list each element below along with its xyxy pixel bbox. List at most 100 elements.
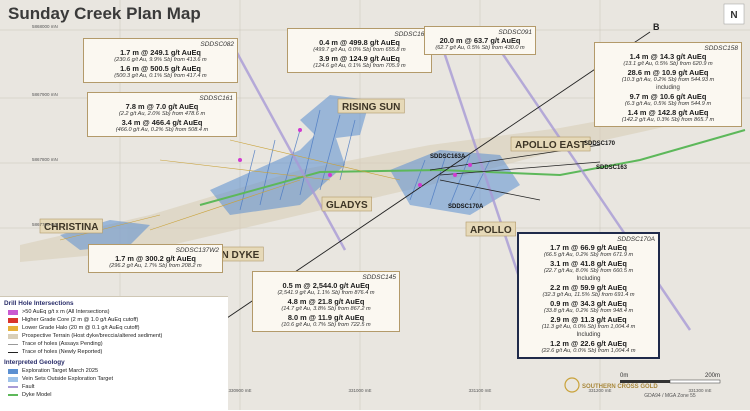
callout-line: (500.3 g/t Au, 0.1% Sb) from 417.4 m [114,73,207,79]
logo: SOUTHERN CROSS GOLD [564,377,658,393]
legend-item: Higher Grade Core (2 m @ 1.0 g/t AuEq cu… [8,316,228,324]
callout-line: 2.2 m @ 59.9 g/t AuEq [550,283,627,292]
legend-swatch [8,325,18,331]
legend-item: Prospective Terrain (Host dyke/breccia/a… [8,332,228,340]
callout-line: 0.9 m @ 34.3 g/t AuEq [550,299,627,308]
callout-line: 20.0 m @ 63.7 g/t AuEq [439,36,521,45]
northing: 5867900 mN [32,92,58,97]
legend-swatch [8,343,18,345]
callout-line: 1.4 m @ 14.3 g/t AuEq [629,52,707,61]
callout-line: 3.9 m @ 124.9 g/t AuEq [319,54,400,63]
legend-swatch [8,309,18,315]
prospect-label: GLADYS [326,200,368,211]
callout-line: (499.7 g/t Au, 0.0% Sb) from 655.8 m [313,47,406,53]
callout-line: (66.5 g/t Au, 0.2% Sb) from 671.9 m [543,252,634,258]
callout-line: (22.6 g/t Au, 0.0% Sb) from 1,004.4 m [541,348,636,354]
legend-text: Vein Sets Outside Exploration Target [22,376,114,382]
easting: 331100 mE [469,388,492,393]
callout-hole: SDDSC137W2 [175,247,219,254]
legend-swatch [8,368,18,374]
callout-line: (13.1 g/t Au, 0.5% Sb) from 620.9 m [623,61,713,67]
legend-item: Lower Grade Halo (20 m @ 0.1 g/t AuEq cu… [8,324,228,332]
vein-lines [239,109,491,211]
prospect-label: APOLLO [470,225,512,236]
callout-line: (142.2 g/t Au, 0.3% Sb) from 865.7 m [621,117,715,123]
callout-line: 1.7 m @ 249.1 g/t AuEq [120,48,201,57]
callout-hole: SDDSC145 [362,274,396,281]
callout-line: 8.0 m @ 11.9 g/t AuEq [287,313,365,322]
prospect-label: CHRISTINA [44,222,98,233]
callout: SDDSC137W2 1.7 m @ 300.2 g/t AuEq (296.2 g… [88,244,223,273]
scale-end: 200m [705,373,720,379]
callout-line: (2.2 g/t Au, 2.0% Sb) from 478.6 m [118,111,206,117]
prospect: GLADYS [321,196,372,212]
prospect-box [39,218,103,234]
north-arrow: N [723,3,745,25]
prospect: RISING SUN [337,98,405,114]
legend-swatch [8,317,18,323]
callout-line: (62.7 g/t Au, 0.5% Sb) from 430.0 m [435,45,525,51]
callout-hole: SDDSC158 [704,45,738,52]
callout-line: 1.4 m @ 142.8 g/t AuEq [627,108,709,117]
prospect-label: APOLLO EAST [515,140,586,151]
callout-line: 0.4 m @ 499.8 g/t AuEq [319,38,400,47]
prospect-label: RISING SUN [342,102,400,113]
logo-text: SOUTHERN CROSS GOLD [582,384,658,390]
callout-line: (11.3 g/t Au, 0.0% Sb) from 1,004.4 m [541,324,636,330]
easting: 331300 mE [688,388,711,393]
legend-swatch [8,376,18,382]
callout: SDDSC170A 1.7 m @ 66.9 g/t AuEq (66.5 g/t … [517,232,660,359]
callout-line: 3.1 m @ 41.8 g/t AuEq [550,259,627,268]
legend-swatch [8,394,18,396]
callout-line: 1.7 m @ 300.2 g/t AuEq [115,254,196,263]
callout-line: (33.8 g/t Au, 0.2% Sb) from 948.4 m [543,308,634,314]
legend-item: Vein Sets Outside Exploration Target [8,375,228,383]
legend-item: Trace of holes (Newly Reported) [8,348,228,356]
easting: 330900 mE [228,388,251,393]
legend-text: Dyke Model [22,392,52,398]
high-grade-dots [238,128,472,187]
callout-line: 7.8 m @ 7.0 g/t AuEq [125,102,199,111]
callout-line: (2,541.9 g/t Au, 1.1% Sb) from 876.4 m [277,290,375,296]
callout-line: 0.5 m @ 2,544.0 g/t AuEq [282,281,370,290]
callout-line: 1.7 m @ 66.9 g/t AuEq [550,243,627,252]
legend-heading: Drill Hole Intersections [4,300,74,307]
legend-text: Trace of holes (Newly Reported) [22,349,103,355]
callout-line: Including [576,332,601,338]
callout-line: 1.6 m @ 500.5 g/t AuEq [120,64,201,73]
easting: 331200 mE [588,388,611,393]
callout: SDDSC082 1.7 m @ 249.1 g/t AuEq (230.6 g/t… [83,38,238,83]
callout: SDDSC161 7.8 m @ 7.0 g/t AuEq (2.2 g/t Au,… [87,92,237,137]
legend-text: Fault [22,384,35,390]
hole-label: SDDSC170A [448,204,484,210]
callout: SDDSC158 1.4 m @ 14.3 g/t AuEq (13.1 g/t A… [594,42,742,127]
callout-hole: SDDSC162 [394,31,428,38]
callout-line: (124.6 g/t Au, 0.1% Sb) from 705.9 m [313,63,406,69]
dyke-model [199,129,746,206]
northing: 5868000 mN [32,24,58,29]
callout-line: (10.3 g/t Au, 0.2% Sb) from 544.93 m [621,77,715,83]
callout-hole: SDDSC091 [498,29,532,36]
callout-line: including [656,85,680,91]
legend-item: >50 AuEq g/t x m (All Intersections) [8,308,228,316]
legend-text: Exploration Target March 2025 [22,368,99,374]
callout-line: 3.4 m @ 466.4 g/t AuEq [121,118,203,127]
projection: GDA94 / MGA Zone 55 [644,393,696,399]
northing: 5867800 mN [32,157,58,162]
callout-line: (10.6 g/t Au, 0.7% Sb) from 722.5 m [281,322,371,328]
hole-label: SDDSC170 [584,141,616,147]
legend-text: Higher Grade Core (2 m @ 1.0 g/t AuEq cu… [22,317,139,323]
prospect: CHRISTINA [39,218,103,234]
callout-line: (22.7 g/t Au, 8.0% Sb) from 660.5 m [543,268,634,274]
prospect: APOLLO [465,221,516,237]
callout-line: (466.0 g/t Au, 0.2% Sb) from 508.4 m [115,127,209,133]
legend-text: Prospective Terrain (Host dyke/breccia/a… [22,333,163,339]
callout-line: 9.7 m @ 10.6 g/t AuEq [629,92,707,101]
callout-line: (296.2 g/t Au, 1.7% Sb) from 208.2 m [109,263,202,269]
north-label: N [730,10,737,21]
callout-hole: SDDSC161 [199,95,233,102]
callout-line: 28.6 m @ 10.9 g/t AuEq [627,68,709,77]
legend-text: Trace of holes (Assays Pending) [22,341,103,347]
northing: 5867700 mN [32,222,58,227]
